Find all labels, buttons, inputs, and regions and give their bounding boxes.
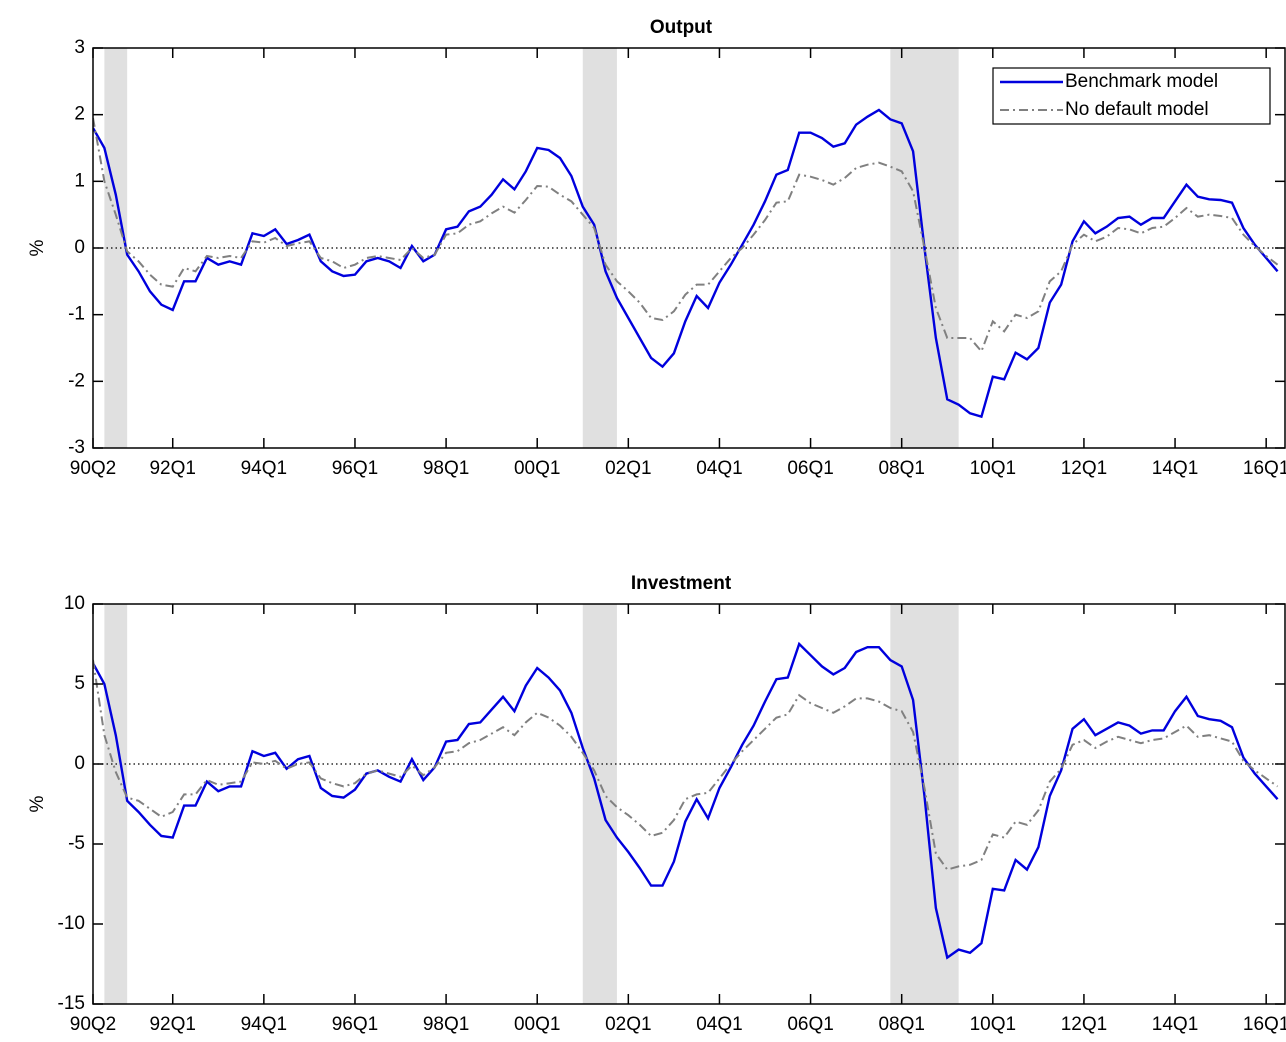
x-tick-label: 10Q1 <box>970 458 1016 479</box>
plot-area <box>93 604 1285 1004</box>
x-tick-label: 92Q1 <box>149 1014 195 1035</box>
x-tick-label: 96Q1 <box>332 458 378 479</box>
x-tick-label: 08Q1 <box>878 1014 924 1035</box>
x-tick-label: 00Q1 <box>514 458 560 479</box>
x-tick-label: 14Q1 <box>1152 458 1198 479</box>
x-tick-label: 02Q1 <box>605 458 651 479</box>
legend-box <box>992 67 1271 125</box>
plot-area <box>93 48 1285 448</box>
x-tick-label: 10Q1 <box>970 1014 1016 1035</box>
y-tick-label: 3 <box>74 37 85 58</box>
series-line <box>93 659 1279 871</box>
x-tick-label: 14Q1 <box>1152 1014 1198 1035</box>
y-tick-label: -5 <box>68 833 85 854</box>
x-tick-label: 06Q1 <box>787 458 833 479</box>
y-tick-label: -3 <box>68 437 85 458</box>
y-tick-label: 5 <box>74 673 85 694</box>
y-tick-label: 10 <box>64 593 85 614</box>
x-tick-label: 96Q1 <box>332 1014 378 1035</box>
x-tick-label: 94Q1 <box>241 458 287 479</box>
y-tick-label: 0 <box>74 753 85 774</box>
x-tick-label: 02Q1 <box>605 1014 651 1035</box>
y-tick-label: -15 <box>58 993 85 1014</box>
legend-label: Benchmark model <box>1065 71 1218 92</box>
x-tick-label: 04Q1 <box>696 1014 742 1035</box>
axes-frame <box>92 603 1286 1005</box>
x-tick-label: 16Q1 <box>1243 1014 1286 1035</box>
series-line <box>93 641 1279 960</box>
x-tick-label: 12Q1 <box>1061 458 1107 479</box>
y-tick-label: -1 <box>68 304 85 325</box>
x-tick-label: 98Q1 <box>423 1014 469 1035</box>
x-tick-label: 94Q1 <box>241 1014 287 1035</box>
legend-label: No default model <box>1065 99 1209 120</box>
series-line <box>93 117 1279 354</box>
y-tick-label: 2 <box>74 104 85 125</box>
x-tick-label: 00Q1 <box>514 1014 560 1035</box>
y-axis-label: % <box>27 795 48 812</box>
y-axis-label: % <box>27 239 48 256</box>
x-tick-label: 90Q2 <box>70 1014 116 1035</box>
shaded-period <box>582 604 617 1004</box>
y-tick-label: 0 <box>74 237 85 258</box>
shaded-period <box>104 604 128 1004</box>
y-tick-label: -10 <box>58 913 85 934</box>
chart-title: Investment <box>631 573 732 594</box>
x-tick-label: 08Q1 <box>878 458 924 479</box>
x-tick-label: 98Q1 <box>423 458 469 479</box>
x-tick-label: 04Q1 <box>696 458 742 479</box>
x-tick-label: 16Q1 <box>1243 458 1286 479</box>
x-tick-label: 06Q1 <box>787 1014 833 1035</box>
x-tick-label: 90Q2 <box>70 458 116 479</box>
x-tick-label: 92Q1 <box>149 458 195 479</box>
chart-title: Output <box>650 17 713 38</box>
x-tick-label: 12Q1 <box>1061 1014 1107 1035</box>
y-tick-label: 1 <box>74 170 85 191</box>
series-line <box>93 108 1279 419</box>
y-tick-label: -2 <box>68 370 85 391</box>
